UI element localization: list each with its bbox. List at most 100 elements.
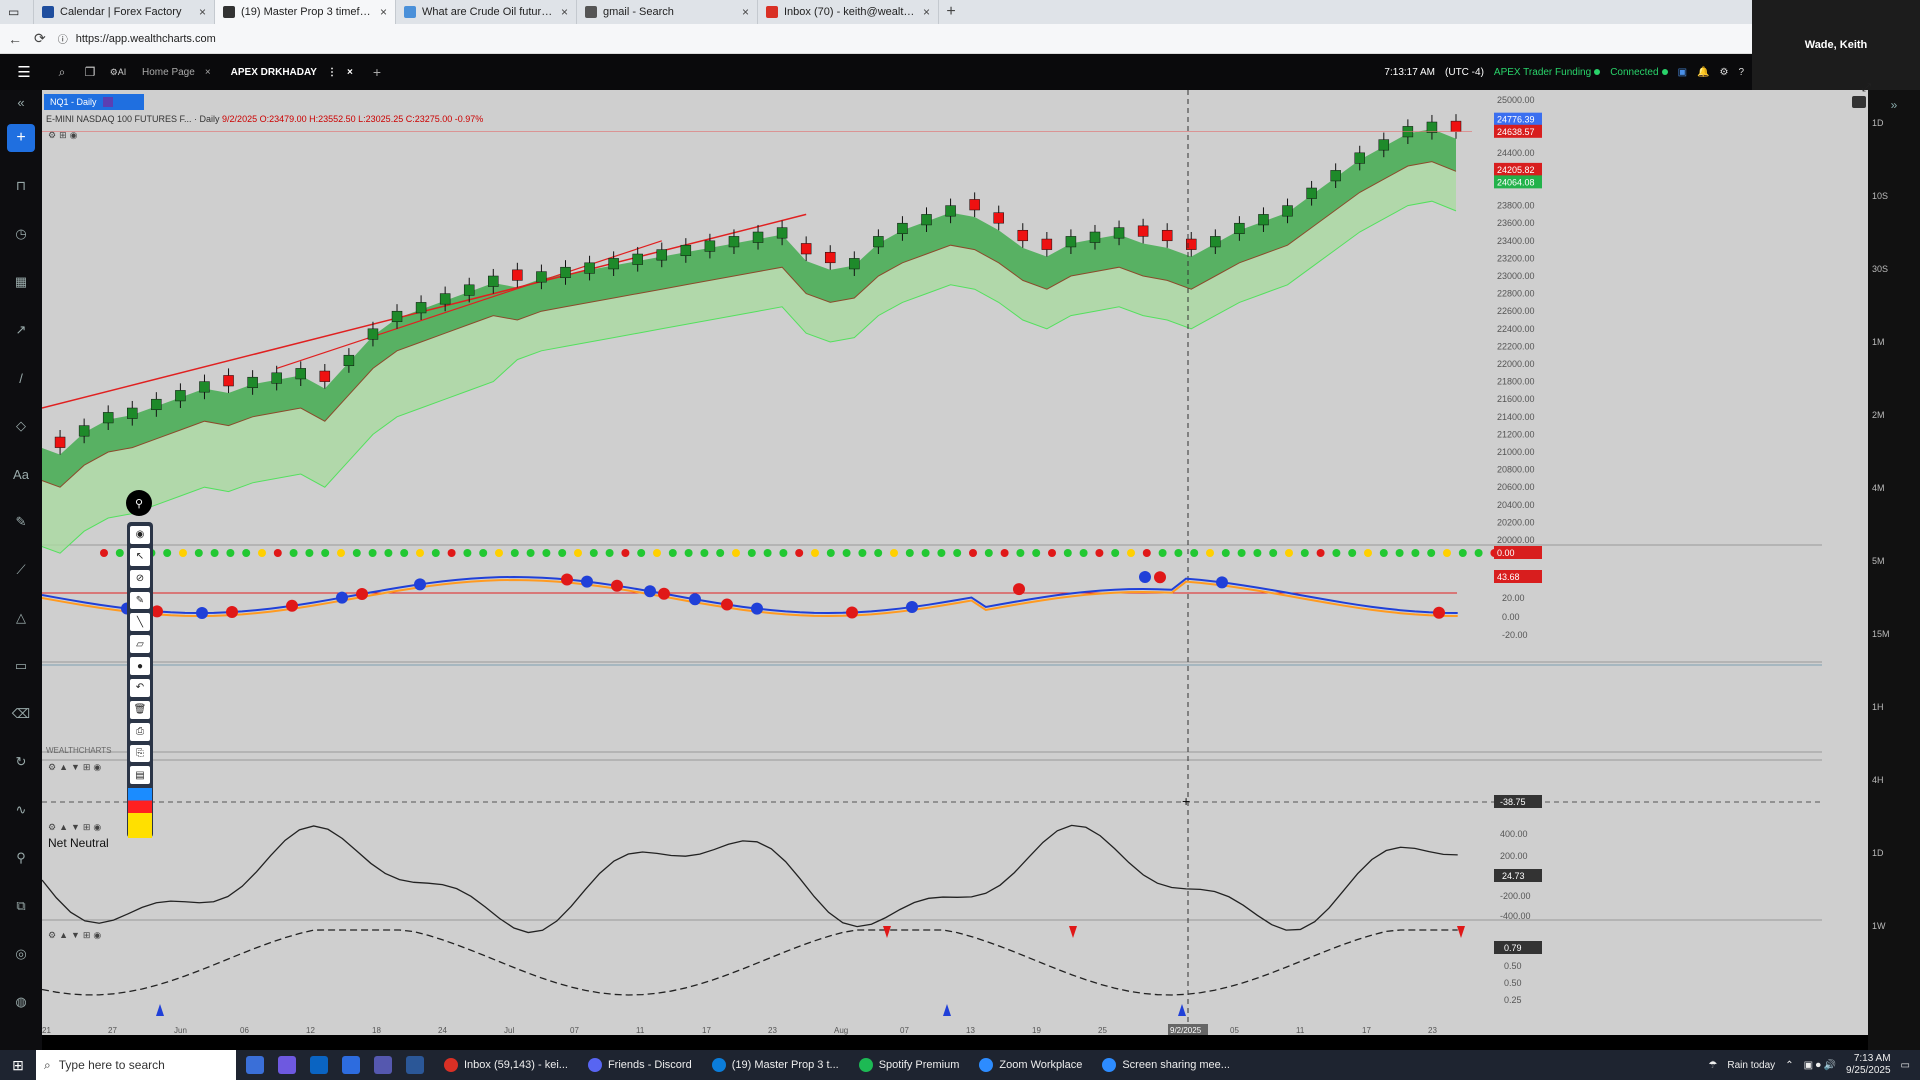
weather-icon[interactable]: ☂ bbox=[1708, 1059, 1718, 1071]
lock-icon[interactable]: ⊘ bbox=[130, 569, 150, 588]
shapes-icon[interactable]: ◇ bbox=[16, 418, 26, 433]
browser-tab[interactable]: (19) Master Prop 3 timeframes - ... × bbox=[215, 0, 396, 24]
close-tab-icon[interactable]: × bbox=[198, 5, 206, 19]
chart-canvas[interactable]: 25000.0024776.3924638.5724400.0024205.82… bbox=[42, 90, 1868, 1035]
clipboard-icon[interactable]: ▤ bbox=[130, 766, 150, 785]
browser-tab[interactable]: What are Crude Oil futures & how... × bbox=[396, 0, 577, 24]
close-tab-icon[interactable]: × bbox=[922, 5, 930, 19]
reload-icon[interactable]: ⟳ bbox=[34, 30, 46, 46]
clock-icon[interactable]: ◷ bbox=[15, 226, 27, 241]
close-tab-icon[interactable]: × bbox=[204, 66, 211, 78]
line-tool-icon[interactable]: / bbox=[19, 370, 23, 386]
scale-settings-icon[interactable] bbox=[1852, 96, 1866, 108]
close-tab-icon[interactable]: × bbox=[560, 5, 568, 19]
new-tab-button[interactable]: + bbox=[946, 3, 956, 20]
close-tab-icon[interactable]: × bbox=[346, 66, 353, 78]
taskbar-search[interactable]: ⌕ Type here to search bbox=[36, 1050, 236, 1080]
browser-tab[interactable]: ▭ bbox=[0, 0, 34, 24]
camera-icon[interactable]: ⎘ bbox=[130, 744, 150, 763]
cycle-icon[interactable]: ↻ bbox=[15, 754, 27, 769]
add-tab-button[interactable]: + bbox=[372, 64, 382, 80]
timeframe-button[interactable]: 5M bbox=[1872, 556, 1885, 566]
taskbar-app[interactable]: (19) Master Prop 3 t... bbox=[702, 1050, 849, 1080]
tray-chevron-icon[interactable]: ⌃ bbox=[1785, 1059, 1794, 1071]
taskbar-clock[interactable]: 7:13 AM 9/25/2025 bbox=[1846, 1053, 1891, 1077]
notification-icon[interactable]: ▭ bbox=[1900, 1059, 1910, 1071]
collapse-left-icon[interactable]: « bbox=[17, 94, 25, 110]
chart-type-icon[interactable]: ⊓ bbox=[15, 178, 27, 193]
weather-text[interactable]: Rain today bbox=[1727, 1059, 1776, 1071]
windows-start-icon[interactable]: ⊞ bbox=[12, 1056, 24, 1073]
layouts-icon[interactable]: ❐ bbox=[84, 65, 96, 79]
osc2-panel-controls[interactable]: ⚙▲▼⊞◉ bbox=[48, 822, 105, 832]
ruler-icon[interactable]: ⟋ bbox=[16, 562, 26, 577]
highlighter-icon[interactable]: ▱ bbox=[130, 635, 150, 654]
taskview-icon[interactable] bbox=[246, 1056, 264, 1074]
monitor-icon[interactable]: ▭ bbox=[14, 658, 28, 673]
browser-tab[interactable]: gmail - Search × bbox=[577, 0, 758, 24]
account-name[interactable]: APEX Trader Funding bbox=[1494, 67, 1601, 78]
target-icon[interactable]: ◎ bbox=[15, 946, 27, 961]
taskbar-app[interactable]: Inbox (59,143) - kei... bbox=[434, 1050, 578, 1080]
taskbar-app[interactable]: Friends - Discord bbox=[578, 1050, 702, 1080]
close-tab-icon[interactable]: × bbox=[379, 5, 387, 19]
timeframe-button[interactable]: 10S bbox=[1872, 191, 1889, 201]
strategy-icon[interactable]: ⚲ bbox=[16, 850, 26, 865]
timeframe-button[interactable]: 4M bbox=[1872, 483, 1885, 493]
dot-icon[interactable]: ● bbox=[130, 657, 150, 676]
timeframe-button[interactable]: 1W bbox=[1872, 921, 1886, 931]
taskbar-app[interactable]: Screen sharing mee... bbox=[1092, 1050, 1240, 1080]
osc3-panel-controls[interactable]: ⚙▲▼⊞◉ bbox=[48, 930, 105, 940]
ai-icon[interactable]: ⚙AI bbox=[109, 66, 127, 77]
bell-icon[interactable]: 🔔 bbox=[1697, 66, 1710, 78]
timeframe-button[interactable]: 4H bbox=[1872, 775, 1884, 785]
marker-icon[interactable]: ✎ bbox=[130, 591, 150, 610]
outlook-icon[interactable] bbox=[310, 1056, 328, 1074]
tab-list-icon[interactable]: ▭ bbox=[8, 5, 20, 19]
timeframe-button[interactable]: 1D bbox=[1872, 118, 1884, 128]
notes-icon[interactable] bbox=[342, 1056, 360, 1074]
app-tab[interactable]: APEX DRKHADAY ⋮ × bbox=[221, 54, 363, 90]
main-panel-controls[interactable]: ⚙⊞◉ bbox=[48, 130, 81, 140]
osc1-panel-controls[interactable]: ⚙▲▼⊞◉ bbox=[48, 762, 105, 772]
back-icon[interactable]: ← bbox=[8, 30, 22, 47]
timeframe-button[interactable]: 1D bbox=[1872, 848, 1884, 858]
site-info-icon[interactable]: ⓘ bbox=[57, 35, 68, 46]
help-icon[interactable]: ? bbox=[1738, 66, 1744, 78]
text-tool-icon[interactable]: Aa bbox=[13, 466, 29, 482]
undo-icon[interactable]: ↶ bbox=[130, 679, 150, 697]
add-button[interactable]: + bbox=[0, 114, 42, 162]
browser-tab[interactable]: Inbox (70) - keith@wealthcharts... × bbox=[758, 0, 939, 24]
trash-icon[interactable]: 🗑 bbox=[130, 700, 150, 719]
trend-icon[interactable]: ↗ bbox=[15, 322, 27, 337]
save-icon[interactable]: ▣ bbox=[1677, 66, 1688, 78]
timeframe-button[interactable]: 15M bbox=[1872, 629, 1890, 639]
eraser-icon[interactable]: ⌫ bbox=[11, 706, 31, 721]
measure-icon[interactable]: △ bbox=[16, 610, 26, 625]
fullscreen-icon[interactable]: ⤢ bbox=[1862, 82, 1871, 94]
tray-icons[interactable]: ▣ ⏺ 🔊 bbox=[1803, 1059, 1837, 1071]
collapse-right-icon[interactable]: » bbox=[1890, 98, 1898, 112]
tab-options-icon[interactable]: ⋮ bbox=[326, 66, 337, 78]
close-tab-icon[interactable]: × bbox=[741, 5, 749, 19]
search-icon[interactable]: ⌕ bbox=[58, 64, 66, 79]
taskbar-app[interactable]: Zoom Workplace bbox=[969, 1050, 1092, 1080]
pencil-icon[interactable]: ✎ bbox=[15, 514, 27, 529]
timeframe-button[interactable]: 1H bbox=[1872, 702, 1884, 712]
app-tab[interactable]: Home Page × bbox=[132, 54, 221, 90]
word-icon[interactable] bbox=[406, 1056, 424, 1074]
teams-icon[interactable] bbox=[374, 1056, 392, 1074]
url-field[interactable]: ⓘ https://app.wealthcharts.com bbox=[58, 28, 216, 50]
indicator-icon[interactable]: ∿ bbox=[15, 802, 27, 817]
symbol-tag[interactable]: NQ1 - Daily bbox=[44, 94, 144, 110]
print-icon[interactable]: ⎙ bbox=[130, 722, 150, 741]
browser-tab[interactable]: Calendar | Forex Factory × bbox=[34, 0, 215, 24]
copy-icon[interactable]: ⧉ bbox=[16, 898, 26, 913]
gear-icon[interactable]: ⚙ bbox=[1719, 66, 1729, 78]
timeframe-button[interactable]: 30S bbox=[1872, 264, 1889, 274]
taskbar-app[interactable]: Spotify Premium bbox=[849, 1050, 970, 1080]
globe-icon[interactable]: ◍ bbox=[15, 994, 27, 1009]
chart-area[interactable]: 25000.00 24776.39 24638.57 24400.00 24205.82… bbox=[42, 82, 1890, 1035]
cursor-icon[interactable]: ↖ bbox=[130, 547, 150, 566]
calendar-icon[interactable]: ▦ bbox=[14, 274, 28, 289]
